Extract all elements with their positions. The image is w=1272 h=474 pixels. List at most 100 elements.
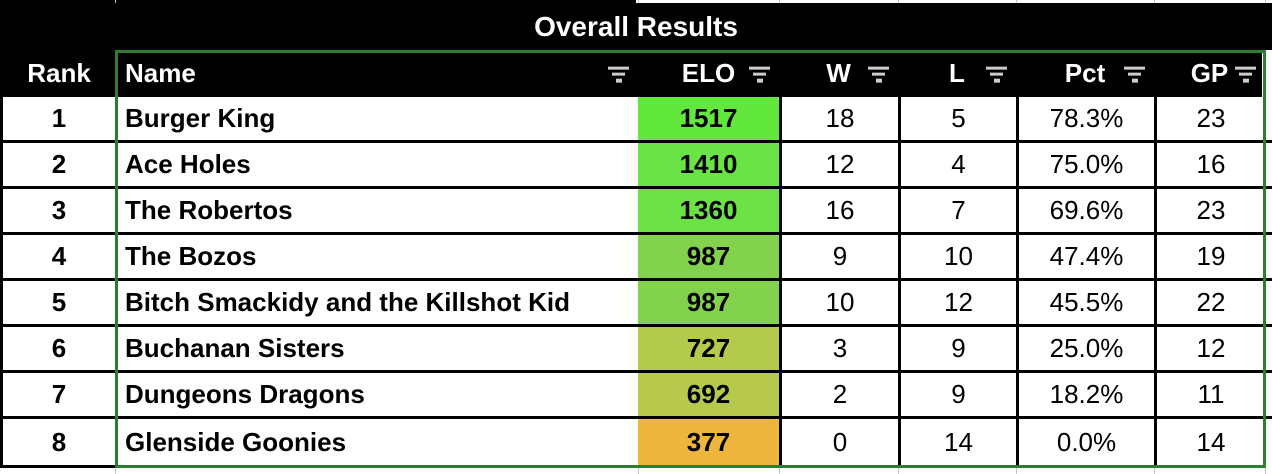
gp-cell[interactable]: 23 [1154, 97, 1265, 140]
pct-cell[interactable]: 18.2% [1016, 373, 1154, 416]
header-gp-label: GP [1190, 58, 1229, 88]
gridline [1154, 468, 1155, 474]
elo-cell[interactable]: 727 [638, 327, 779, 370]
elo-cell[interactable]: 692 [638, 373, 779, 416]
header-rank[interactable]: Rank [3, 50, 115, 97]
gp-cell[interactable]: 19 [1154, 235, 1265, 278]
gp-cell[interactable]: 11 [1154, 373, 1265, 416]
gridline [1265, 468, 1266, 474]
losses-cell[interactable]: 14 [898, 419, 1016, 465]
results-table: Rank Name ELO W L Pct G [0, 50, 1272, 468]
gridline [638, 0, 639, 3]
header-elo-label: ELO [681, 58, 736, 88]
elo-cell[interactable]: 1410 [638, 143, 779, 186]
losses-cell[interactable]: 7 [898, 189, 1016, 232]
rank-cell[interactable]: 1 [51, 103, 67, 133]
name-cell[interactable]: Buchanan Sisters [125, 333, 345, 363]
wins-cell[interactable]: 9 [779, 235, 898, 278]
wins-cell[interactable]: 2 [779, 373, 898, 416]
name-cell[interactable]: Burger King [125, 103, 276, 133]
filter-icon[interactable] [1124, 66, 1145, 83]
rank-cell[interactable]: 2 [51, 149, 67, 179]
table-row: 2 Ace Holes 1410 12 4 75.0% 16 [3, 143, 1272, 189]
gridline [779, 0, 780, 3]
table-row: 7 Dungeons Dragons 692 2 9 18.2% 11 [3, 373, 1272, 419]
header-losses-label: L [949, 58, 965, 88]
gridline [1016, 468, 1017, 474]
header-elo[interactable]: ELO [638, 50, 779, 97]
gridline [115, 0, 116, 3]
filter-icon[interactable] [1235, 66, 1256, 83]
wins-cell[interactable]: 18 [779, 97, 898, 140]
gp-cell[interactable]: 23 [1154, 189, 1265, 232]
losses-cell[interactable]: 9 [898, 373, 1016, 416]
losses-cell[interactable]: 4 [898, 143, 1016, 186]
gp-cell[interactable]: 14 [1154, 419, 1265, 465]
header-name[interactable]: Name [115, 50, 638, 97]
wins-cell[interactable]: 16 [779, 189, 898, 232]
losses-cell[interactable]: 10 [898, 235, 1016, 278]
filter-icon[interactable] [608, 66, 629, 83]
row-below-sliver [0, 468, 1272, 474]
pct-cell[interactable]: 45.5% [1016, 281, 1154, 324]
name-cell[interactable]: The Robertos [125, 195, 293, 225]
rank-cell[interactable]: 7 [51, 379, 67, 409]
table-row: 3 The Robertos 1360 16 7 69.6% 23 [3, 189, 1272, 235]
row-above-sliver [0, 0, 1272, 3]
name-cell[interactable]: Dungeons Dragons [125, 379, 365, 409]
pct-cell[interactable]: 47.4% [1016, 235, 1154, 278]
pct-cell[interactable]: 75.0% [1016, 143, 1154, 186]
elo-cell[interactable]: 1517 [638, 97, 779, 140]
header-wins[interactable]: W [779, 50, 898, 97]
pct-cell[interactable]: 69.6% [1016, 189, 1154, 232]
rank-cell[interactable]: 8 [51, 426, 67, 457]
header-gp[interactable]: GP [1154, 50, 1265, 97]
name-cell[interactable]: Ace Holes [125, 149, 251, 179]
header-pct[interactable]: Pct [1016, 50, 1154, 97]
pct-cell[interactable]: 78.3% [1016, 97, 1154, 140]
page-title: Overall Results [534, 10, 738, 42]
losses-cell[interactable]: 12 [898, 281, 1016, 324]
gridline [898, 0, 899, 3]
table-title-bar[interactable]: Overall Results [0, 3, 1272, 50]
wins-cell[interactable]: 10 [779, 281, 898, 324]
header-pct-label: Pct [1064, 58, 1106, 88]
rank-cell[interactable]: 6 [51, 333, 67, 363]
name-cell[interactable]: Glenside Goonies [125, 426, 347, 457]
elo-cell[interactable]: 1360 [638, 189, 779, 232]
pct-cell[interactable]: 25.0% [1016, 327, 1154, 370]
filter-icon[interactable] [868, 66, 889, 83]
losses-cell[interactable]: 9 [898, 327, 1016, 370]
table-row: 8 Glenside Goonies 377 0 14 0.0% 14 [3, 419, 1272, 465]
filter-icon[interactable] [986, 66, 1007, 83]
gp-cell[interactable]: 22 [1154, 281, 1265, 324]
elo-cell[interactable]: 987 [638, 281, 779, 324]
header-wins-label: W [826, 58, 851, 88]
rank-cell[interactable]: 3 [51, 195, 67, 225]
wins-cell[interactable]: 3 [779, 327, 898, 370]
rank-cell[interactable]: 5 [51, 287, 67, 317]
gridline [1265, 0, 1266, 3]
name-cell[interactable]: The Bozos [125, 241, 257, 271]
filter-icon[interactable] [749, 66, 770, 83]
gp-cell[interactable]: 16 [1154, 143, 1265, 186]
table-rows: 1 Burger King 1517 18 5 78.3% 23 2 Ace H… [3, 97, 1272, 465]
gridline [638, 468, 639, 474]
wins-cell[interactable]: 12 [779, 143, 898, 186]
elo-cell[interactable]: 377 [638, 419, 779, 465]
gridline [115, 468, 116, 474]
wins-cell[interactable]: 0 [779, 419, 898, 465]
pct-cell[interactable]: 0.0% [1016, 419, 1154, 465]
table-row: 4 The Bozos 987 9 10 47.4% 19 [3, 235, 1272, 281]
table-row: 5 Bitch Smackidy and the Killshot Kid 98… [3, 281, 1272, 327]
header-losses[interactable]: L [898, 50, 1016, 97]
elo-cell[interactable]: 987 [638, 235, 779, 278]
header-name-label: Name [125, 58, 196, 88]
gridline [1016, 0, 1017, 3]
losses-cell[interactable]: 5 [898, 97, 1016, 140]
name-cell[interactable]: Bitch Smackidy and the Killshot Kid [125, 287, 570, 317]
rank-cell[interactable]: 4 [51, 241, 67, 271]
gp-cell[interactable]: 12 [1154, 327, 1265, 370]
rank-column-bottom-border [0, 465, 115, 468]
